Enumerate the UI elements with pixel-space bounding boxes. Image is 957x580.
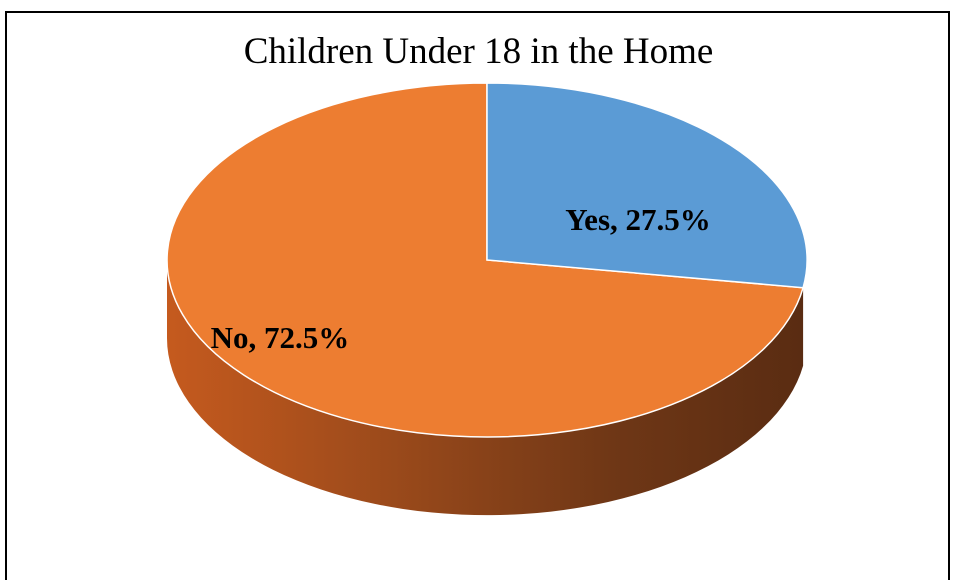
pie-side-no (166, 260, 804, 516)
pie-slice-yes (486, 82, 808, 289)
chart-title: Children Under 18 in the Home (243, 31, 714, 72)
pie-label-yes: Yes, 27.5% (565, 202, 711, 237)
pie-slice-no (166, 82, 805, 438)
pie-label-no: No, 72.5% (211, 320, 350, 355)
